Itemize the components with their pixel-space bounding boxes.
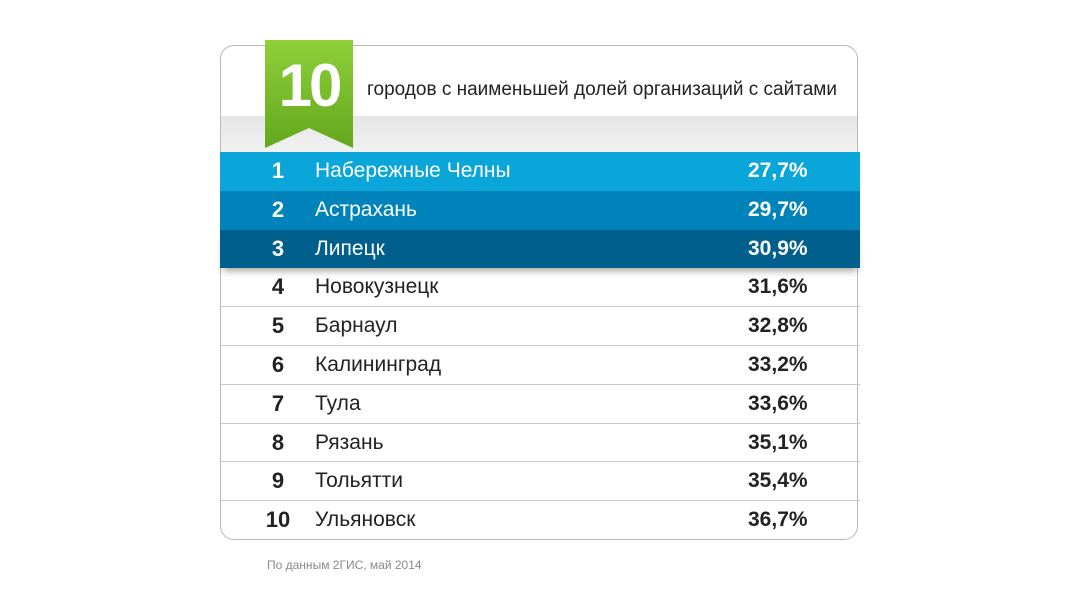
row-value: 36,7% xyxy=(748,508,808,532)
ranking-table: 1 Набережные Челны 27,7% 2 Астрахань 29,7% 3 Ли… xyxy=(220,152,860,540)
row-value: 30,9% xyxy=(748,236,808,260)
row-value: 35,4% xyxy=(748,469,808,493)
row-value: 33,2% xyxy=(748,352,808,376)
table-row: 7 Тула 33,6% xyxy=(220,385,860,424)
row-rank: 4 xyxy=(271,274,285,300)
row-city: Рязань xyxy=(315,430,384,454)
table-row: 8 Рязань 35,1% xyxy=(220,424,860,463)
source-note: По данным 2ГИС, май 2014 xyxy=(267,558,422,572)
row-city: Липецк xyxy=(315,236,385,260)
row-rank: 5 xyxy=(271,313,285,339)
table-row: 1 Набережные Челны 27,7% xyxy=(220,152,860,191)
table-row: 4 Новокузнецк 31,6% xyxy=(220,268,860,308)
row-value: 29,7% xyxy=(748,197,808,221)
number-badge: 10 xyxy=(265,40,353,148)
row-rank: 3 xyxy=(271,235,285,261)
row-city: Калининград xyxy=(315,352,442,376)
table-title: городов с наименьшей долей организаций с… xyxy=(367,79,837,100)
table-row: 3 Липецк 30,9% xyxy=(220,229,860,269)
table-row: 6 Калининград 33,2% xyxy=(220,346,860,385)
table-row: 5 Барнаул 32,8% xyxy=(220,307,860,346)
row-city: Барнаул xyxy=(315,314,398,338)
row-rank: 2 xyxy=(271,196,285,222)
row-city: Ульяновск xyxy=(315,508,416,532)
row-rank: 1 xyxy=(271,158,285,183)
table-row: 9 Тольятти 35,4% xyxy=(220,462,860,502)
row-rank: 10 xyxy=(265,507,291,533)
table-row: 10 Ульяновск 36,7% xyxy=(220,501,860,540)
row-value: 31,6% xyxy=(748,275,808,299)
row-city: Набережные Челны xyxy=(315,159,511,182)
row-rank: 6 xyxy=(271,351,285,377)
row-city: Тула xyxy=(315,391,361,415)
row-rank: 7 xyxy=(271,390,285,416)
row-city: Новокузнецк xyxy=(315,275,439,299)
row-value: 35,1% xyxy=(748,430,808,454)
badge-ribbon-icon xyxy=(265,40,353,148)
row-rank: 9 xyxy=(271,468,285,494)
row-city: Тольятти xyxy=(315,469,403,493)
row-value: 33,6% xyxy=(748,391,808,415)
row-value: 32,8% xyxy=(748,314,808,338)
row-city: Астрахань xyxy=(315,197,417,221)
row-rank: 8 xyxy=(271,429,285,455)
badge-number: 10 xyxy=(278,52,343,119)
row-value: 27,7% xyxy=(748,159,808,182)
table-row: 2 Астрахань 29,7% xyxy=(220,190,860,230)
